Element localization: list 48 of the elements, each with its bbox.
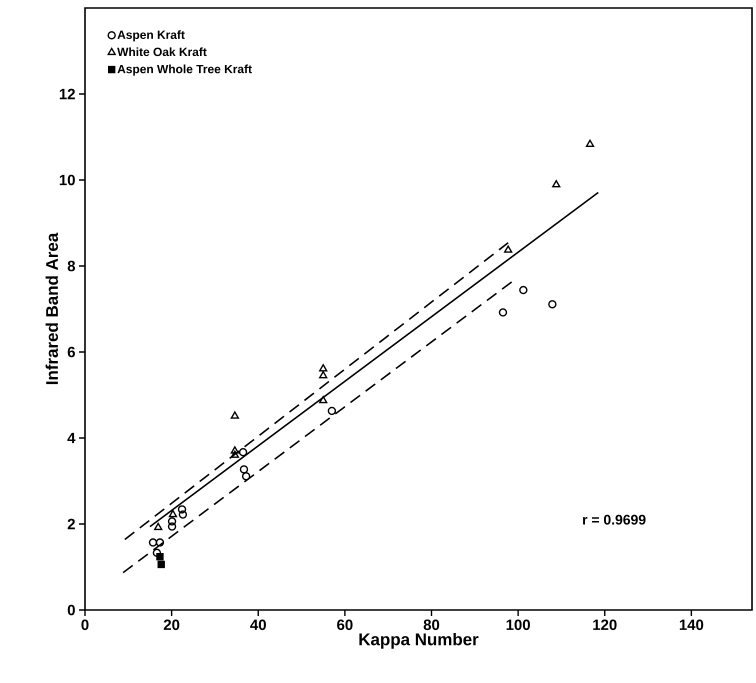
x-tick-label: 80 — [424, 619, 440, 630]
y-tick-label: 0 — [68, 604, 75, 616]
y-tick-label: 6 — [68, 346, 75, 358]
point — [242, 472, 250, 480]
point — [319, 370, 328, 378]
point — [168, 522, 176, 531]
point — [240, 465, 248, 474]
point — [319, 396, 328, 404]
point — [168, 517, 176, 526]
legend-label: Aspen Kraft — [117, 30, 185, 42]
y-axis-title: Infrared Band Area — [46, 232, 58, 384]
point — [328, 406, 336, 416]
y-tick-label: 4 — [67, 432, 76, 444]
point — [504, 245, 512, 253]
point — [238, 448, 248, 456]
point — [586, 140, 594, 147]
point — [319, 364, 328, 372]
x-tick-label: 140 — [680, 619, 704, 630]
point — [230, 450, 240, 458]
point — [168, 510, 178, 518]
point — [154, 522, 162, 530]
x-tick-label: 60 — [337, 619, 353, 630]
point — [158, 560, 165, 568]
point — [519, 286, 528, 294]
legend-label: White Oak Kraft — [117, 47, 207, 56]
point — [230, 411, 240, 419]
x-tick-label: 0 — [81, 619, 89, 630]
point — [152, 548, 162, 557]
point — [230, 446, 240, 454]
x-tick-label: 100 — [506, 619, 530, 630]
point — [148, 538, 158, 547]
y-tick-label: 12 — [60, 88, 75, 100]
annotation: r = 0.9699 — [583, 514, 646, 525]
legend-label: Aspen Whole Tree Kraft — [117, 64, 252, 76]
point — [156, 552, 164, 560]
point — [548, 300, 557, 308]
y-tick-label: 2 — [68, 518, 75, 530]
y-tick-label: 10 — [60, 174, 75, 186]
x-axis-title: Kappa Number — [359, 632, 478, 649]
point — [498, 308, 508, 317]
x-tick-label: 20 — [164, 619, 180, 630]
x-tick-label: 120 — [593, 619, 617, 630]
point — [178, 510, 188, 519]
x-tick-label: 40 — [250, 619, 266, 630]
y-tick-label: 8 — [68, 260, 76, 272]
point — [156, 538, 164, 547]
point — [552, 180, 560, 188]
point — [178, 505, 186, 514]
